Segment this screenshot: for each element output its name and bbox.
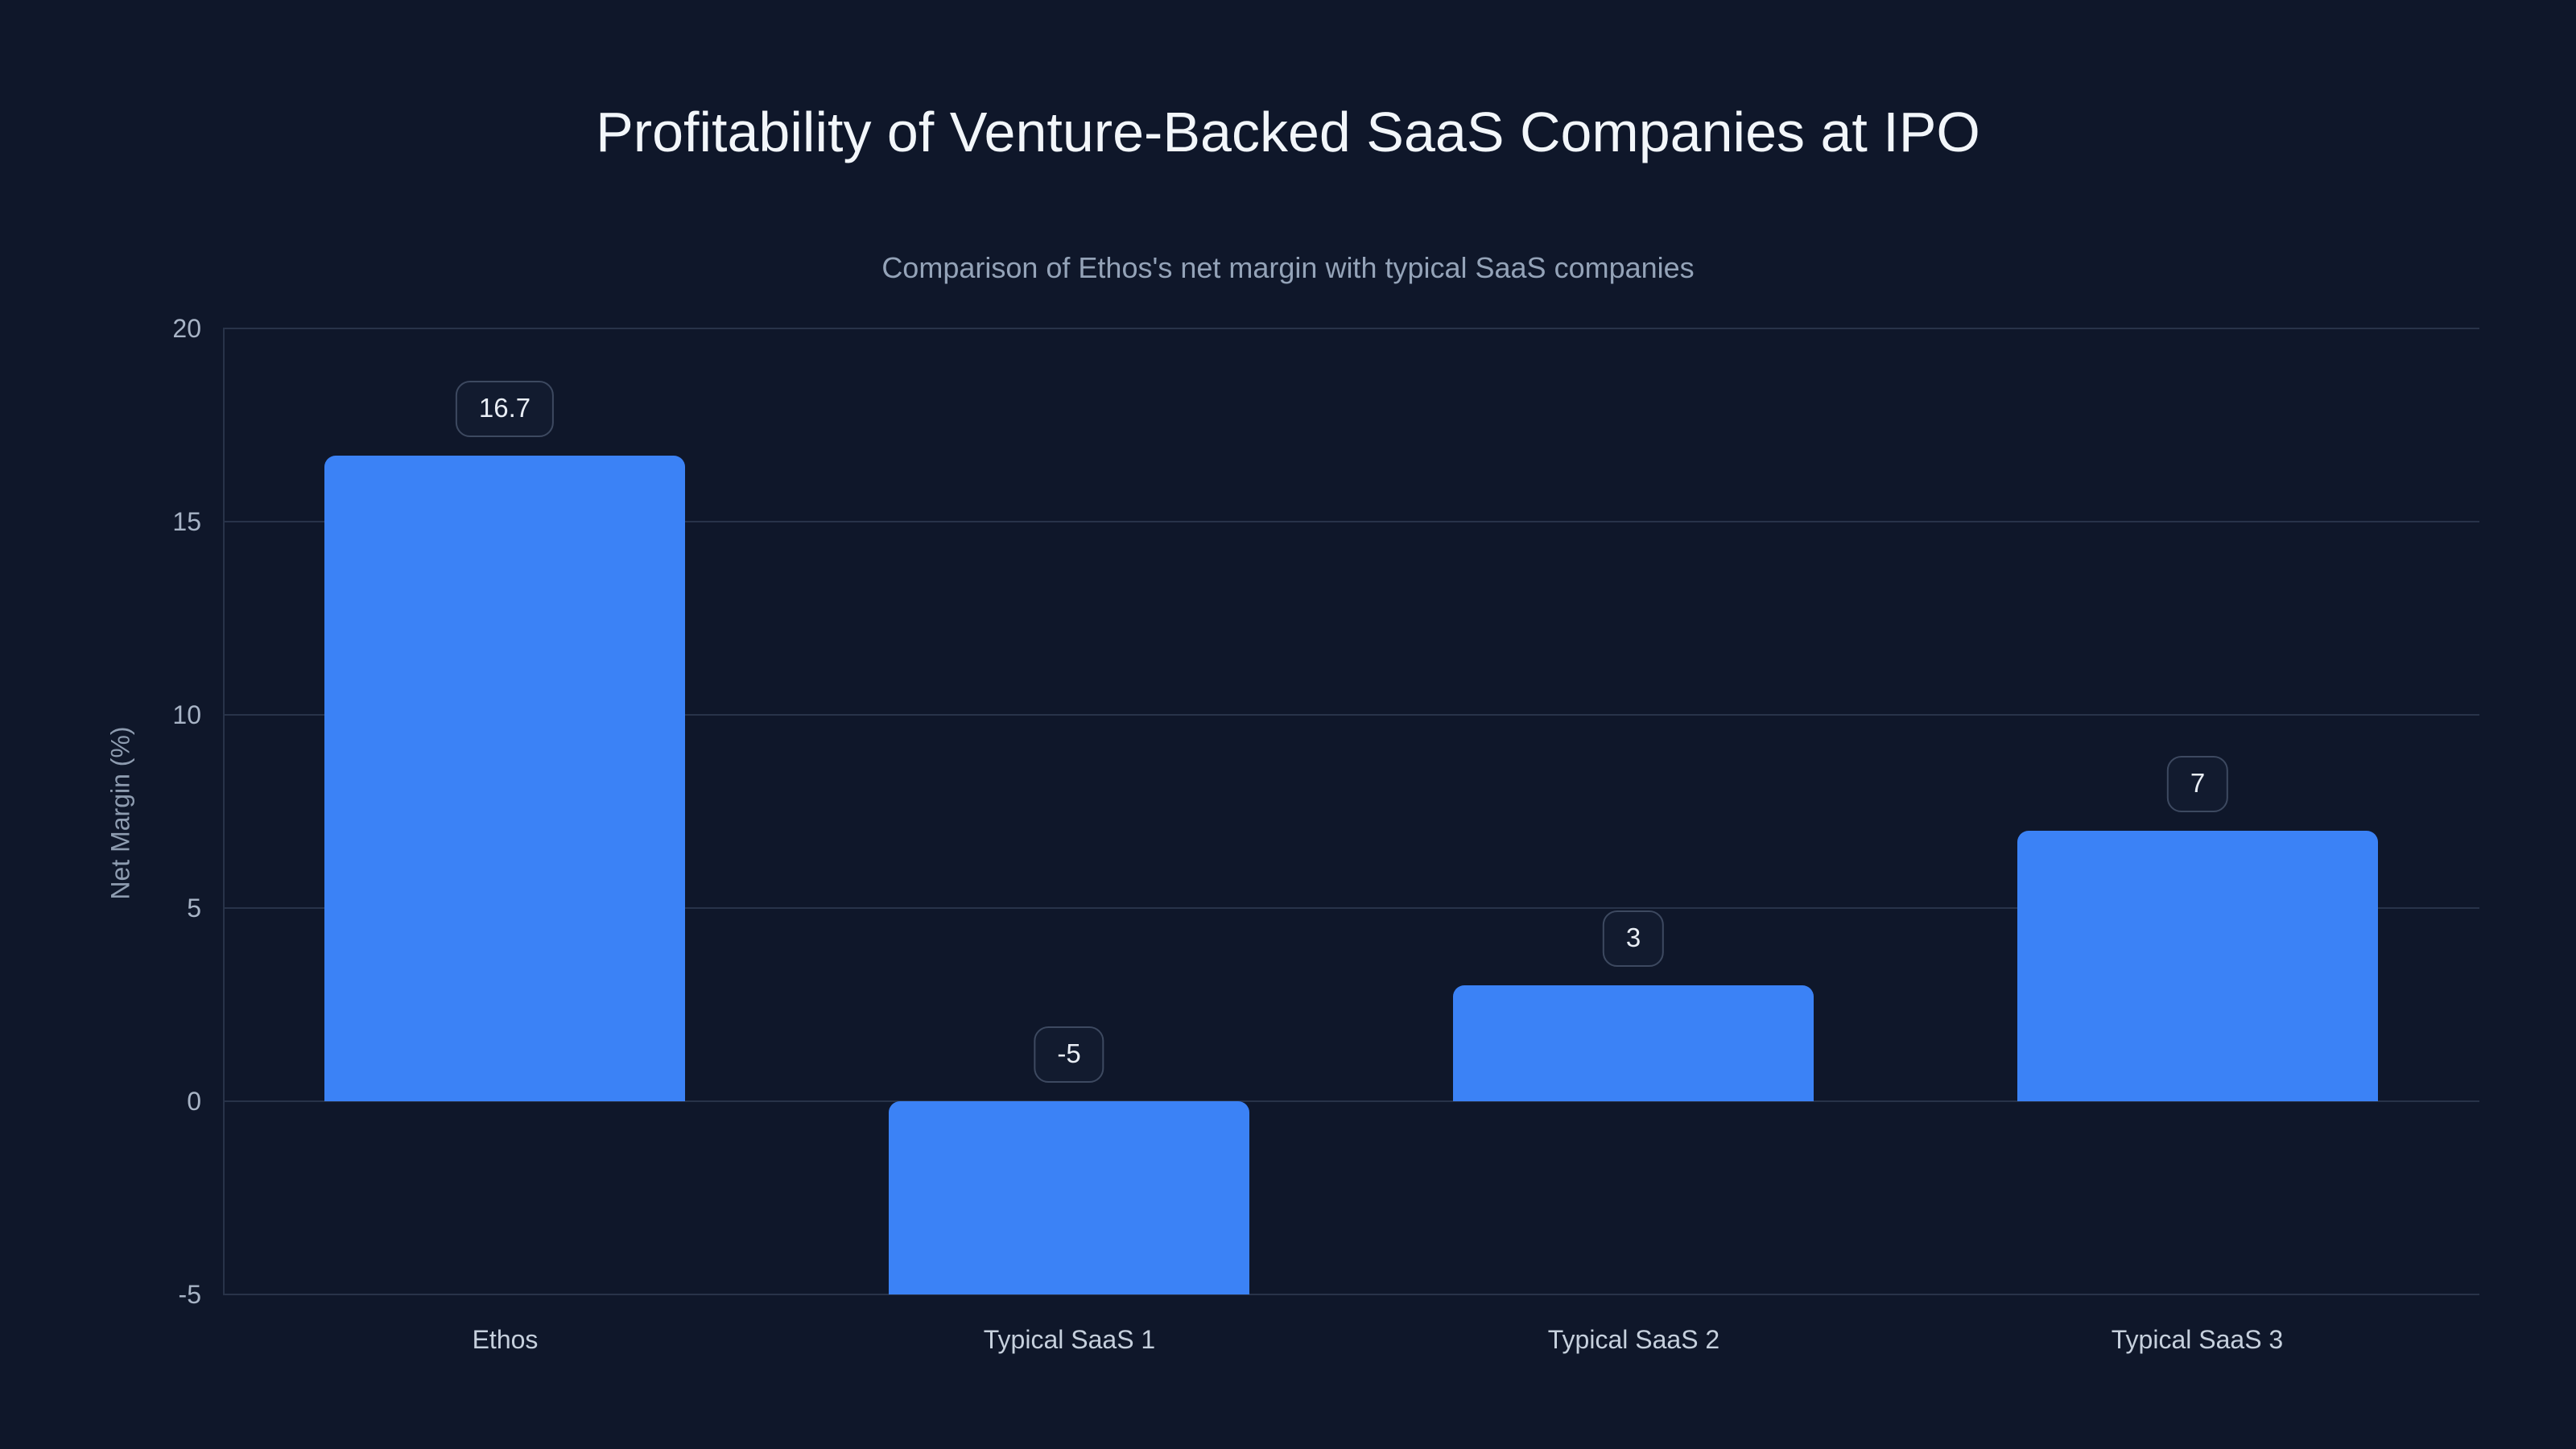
value-label-ethos: 16.7 — [455, 381, 555, 437]
y-tick-label-10: 10 — [172, 700, 201, 729]
chart-title: Profitability of Venture-Backed SaaS Com… — [596, 101, 1980, 163]
y-tick-label-20: 20 — [172, 314, 201, 343]
gridline-y-5 — [223, 907, 2479, 909]
bar-typical-saas-3[interactable] — [2017, 831, 2378, 1101]
gridline-y-0 — [223, 1100, 2479, 1102]
gridline-y--5 — [223, 1294, 2479, 1295]
plot-area: 16.7 -5 3 7 — [223, 328, 2479, 1295]
chart-subtitle: Comparison of Ethos's net margin with ty… — [881, 251, 1695, 284]
value-label-typical-saas-3: 7 — [2166, 756, 2229, 812]
bar-typical-saas-1[interactable] — [889, 1101, 1249, 1294]
y-tick-label-0: 0 — [187, 1087, 201, 1116]
y-axis-line — [223, 328, 225, 1294]
bar-ethos[interactable] — [324, 456, 685, 1101]
value-label-typical-saas-2: 3 — [1602, 910, 1665, 967]
x-label-typical-saas-2: Typical SaaS 2 — [1547, 1325, 1720, 1354]
value-label-typical-saas-1: -5 — [1034, 1026, 1104, 1083]
gridline-y-10 — [223, 714, 2479, 716]
y-tick-label-15: 15 — [172, 507, 201, 536]
gridline-y-15 — [223, 521, 2479, 522]
x-label-typical-saas-1: Typical SaaS 1 — [983, 1325, 1156, 1354]
x-label-ethos: Ethos — [472, 1325, 539, 1354]
bar-typical-saas-2[interactable] — [1453, 985, 1814, 1101]
y-tick-label--5: -5 — [178, 1280, 201, 1309]
y-axis-title: Net Margin (%) — [105, 726, 135, 900]
gridline-y-20 — [223, 328, 2479, 329]
y-tick-label-5: 5 — [187, 894, 201, 923]
x-label-typical-saas-3: Typical SaaS 3 — [2111, 1325, 2284, 1354]
